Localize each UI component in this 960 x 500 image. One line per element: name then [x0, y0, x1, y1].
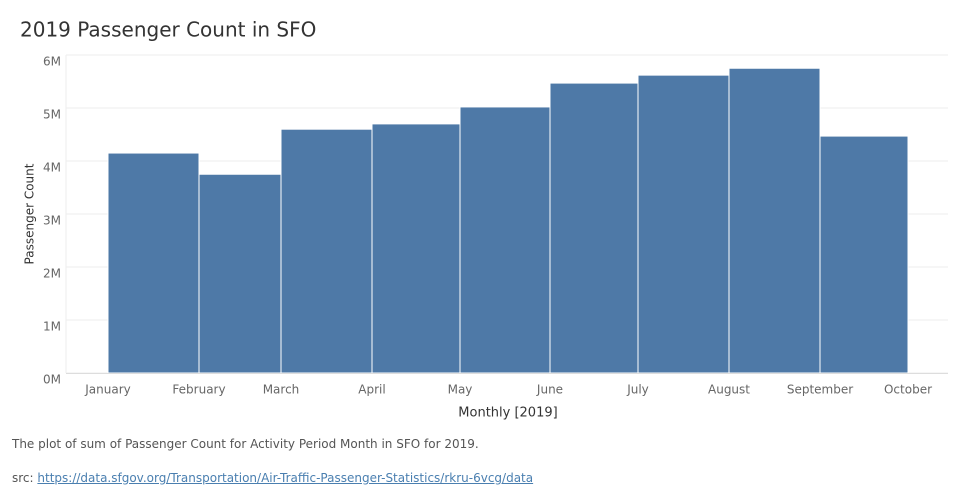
x-tick-label: September	[787, 383, 853, 397]
x-tick-label: July	[626, 383, 649, 397]
x-tick-label: October	[884, 383, 932, 397]
x-tick-label: May	[448, 383, 473, 397]
y-tick-label: 3M	[43, 214, 61, 228]
y-tick-label: 5M	[43, 108, 61, 122]
y-tick-label: 4M	[43, 161, 61, 175]
bar	[107, 152, 200, 374]
bar	[459, 106, 551, 374]
bar	[371, 123, 461, 374]
bar	[549, 82, 639, 374]
x-tick-label: February	[172, 383, 225, 397]
bar	[728, 67, 821, 374]
y-tick-label: 2M	[43, 267, 61, 281]
chart: 2019 Passenger Count in SFO Passenger Co…	[20, 18, 948, 421]
source-prefix: src:	[12, 471, 34, 485]
x-tick-label: January	[84, 383, 131, 397]
x-tick-label: June	[536, 383, 563, 397]
y-tick-label: 0M	[43, 373, 61, 387]
bar	[637, 74, 730, 374]
source: src: https://data.sfgov.org/Transportati…	[12, 471, 533, 485]
y-axis-label: Passenger Count	[23, 163, 37, 264]
x-tick-label: March	[263, 383, 300, 397]
chart-title: 2019 Passenger Count in SFO	[20, 18, 316, 42]
bar	[280, 128, 373, 374]
bar	[819, 135, 909, 374]
bar	[198, 173, 282, 374]
x-axis-label: Monthly [2019]	[458, 406, 557, 421]
y-tick-label: 6M	[43, 55, 61, 69]
x-tick-label: April	[358, 383, 385, 397]
y-tick-label: 1M	[43, 320, 61, 334]
caption: The plot of sum of Passenger Count for A…	[12, 437, 479, 451]
source-link[interactable]: https://data.sfgov.org/Transportation/Ai…	[37, 471, 534, 485]
x-tick-label: August	[708, 383, 750, 397]
